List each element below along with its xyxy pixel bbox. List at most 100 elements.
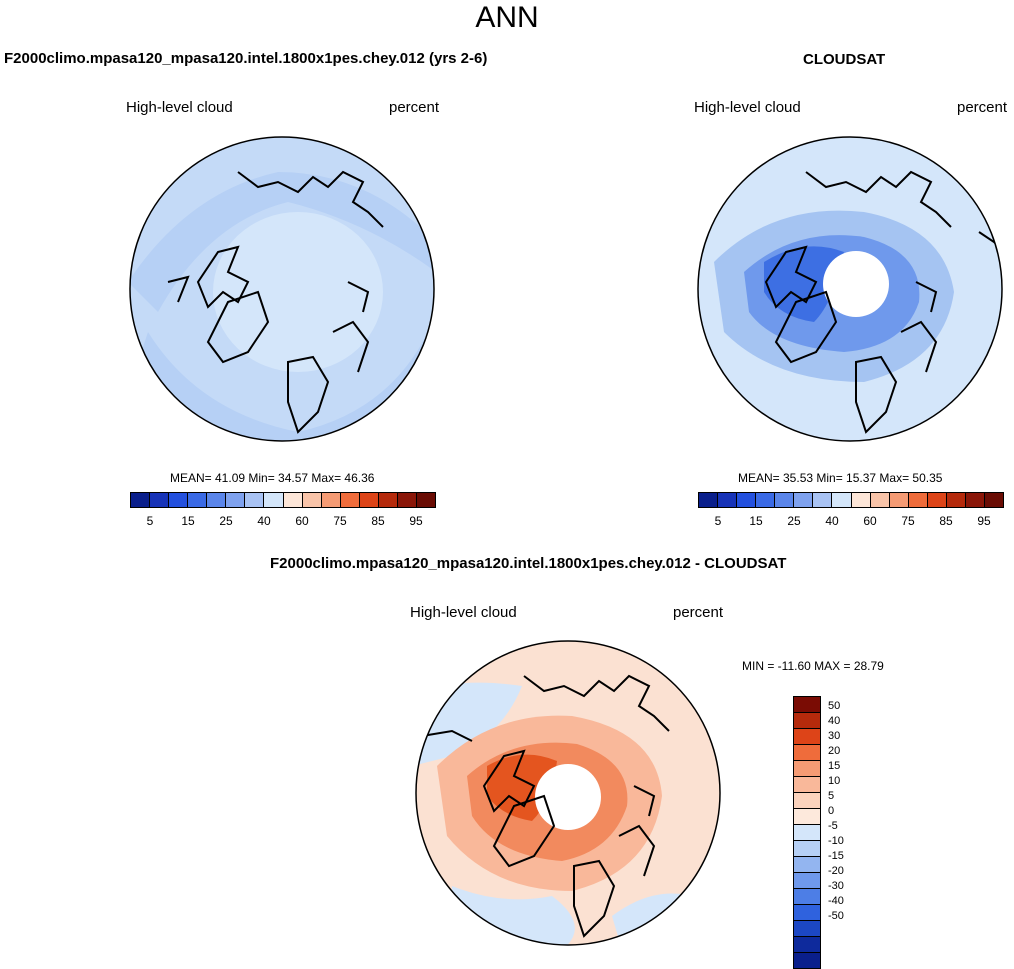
diff-tick: 10 [828,775,841,787]
diff-tick: 0 [828,805,835,817]
diff-colorbar-swatches [793,696,821,969]
colorbar-swatch [358,492,379,508]
right-map-border [697,136,1003,442]
colorbar-swatch [793,696,821,713]
figure-title: ANN [475,1,539,34]
right-tick: 25 [787,514,801,528]
left-tick: 5 [146,514,154,528]
left-variable-label: High-level cloud [126,99,233,116]
colorbar-swatch [793,744,821,761]
colorbar-swatch [869,492,890,508]
colorbar-swatch [793,792,821,809]
right-tick: 60 [863,514,877,528]
colorbar-swatch [793,856,821,873]
left-tick: 40 [257,514,271,528]
colorbar-swatch [320,492,341,508]
diff-tick: 20 [828,745,841,757]
colorbar-swatch [244,492,265,508]
colorbar-swatch [736,492,757,508]
colorbar-swatch [263,492,284,508]
diff-tick: 15 [828,760,841,772]
diff-colorbar-ticks: 50 40 30 20 15 10 5 0 -5 -10 -15 -20 -30… [828,700,868,950]
colorbar-swatch [793,904,821,921]
colorbar-swatch [755,492,776,508]
colorbar-swatch [717,492,738,508]
diff-coastlines [421,674,670,938]
diff-tick: -20 [828,865,844,877]
right-tick: 75 [901,514,915,528]
right-colorbar-ticks: 5 15 25 40 60 75 85 95 [699,514,1004,530]
right-variable-label: High-level cloud [694,99,801,116]
colorbar-swatch [225,492,246,508]
colorbar-swatch [793,936,821,953]
diff-tick: 30 [828,730,841,742]
right-tick: 85 [939,514,953,528]
colorbar-swatch [793,872,821,889]
colorbar-swatch [888,492,909,508]
diff-variable-label: High-level cloud [410,604,517,621]
colorbar-swatch [964,492,985,508]
right-tick: 5 [714,514,722,528]
right-tick: 40 [825,514,839,528]
colorbar-swatch [793,840,821,857]
left-tick: 15 [181,514,195,528]
right-map-cloud-core [764,246,844,322]
left-tick: 60 [295,514,309,528]
colorbar-swatch [793,760,821,777]
colorbar-swatch [301,492,322,508]
colorbar-swatch [282,492,303,508]
left-units-label: percent [389,99,440,116]
right-panel-title: CLOUDSAT [803,51,886,68]
diff-map-missing-data [535,764,601,830]
left-map-arctic-region [213,212,383,372]
right-units-label: percent [957,99,1008,116]
colorbar-swatch [793,728,821,745]
colorbar-swatch [926,492,947,508]
colorbar-swatch [206,492,227,508]
right-colorbar [698,492,1004,508]
left-colorbar-ticks: 5 15 25 40 60 75 85 95 [131,514,436,530]
colorbar-swatch [812,492,833,508]
diff-tick: 5 [828,790,835,802]
left-tick: 75 [333,514,347,528]
diff-tick: -40 [828,895,844,907]
colorbar-swatch [907,492,928,508]
right-polar-map [697,136,1003,442]
diff-tick: 50 [828,700,841,712]
right-stats: MEAN= 35.53 Min= 15.37 Max= 50.35 [738,471,943,485]
colorbar-swatch [793,952,821,969]
colorbar-swatch [187,492,208,508]
diff-units-label: percent [673,604,724,621]
colorbar-swatch [339,492,360,508]
right-map-missing-data [823,251,889,317]
left-polar-map [129,136,435,442]
left-panel-title: F2000climo.mpasa120_mpasa120.intel.1800x… [4,50,488,67]
diff-panel-title: F2000climo.mpasa120_mpasa120.intel.1800x… [270,555,787,572]
left-colorbar [130,492,436,508]
left-tick: 85 [371,514,385,528]
colorbar-swatch [415,492,436,508]
right-tick: 15 [749,514,763,528]
left-tick: 95 [409,514,423,528]
colorbar-swatch [793,920,821,937]
colorbar-swatch [793,808,821,825]
diff-map-border [415,640,721,946]
colorbar-swatch [793,712,821,729]
right-tick: 95 [977,514,991,528]
colorbar-swatch [377,492,398,508]
right-colorbar-swatches [698,492,1004,508]
diff-polar-map [415,640,721,946]
diff-tick: -10 [828,835,844,847]
diff-colorbar [793,696,821,969]
colorbar-swatch [831,492,852,508]
colorbar-swatch [774,492,795,508]
diff-tick: -15 [828,850,844,862]
left-stats: MEAN= 41.09 Min= 34.57 Max= 46.36 [170,471,375,485]
left-tick: 25 [219,514,233,528]
colorbar-swatch [168,492,189,508]
colorbar-swatch [698,492,719,508]
left-coastlines [167,170,384,434]
colorbar-swatch [793,492,814,508]
colorbar-swatch [396,492,417,508]
diff-tick: -5 [828,820,838,832]
